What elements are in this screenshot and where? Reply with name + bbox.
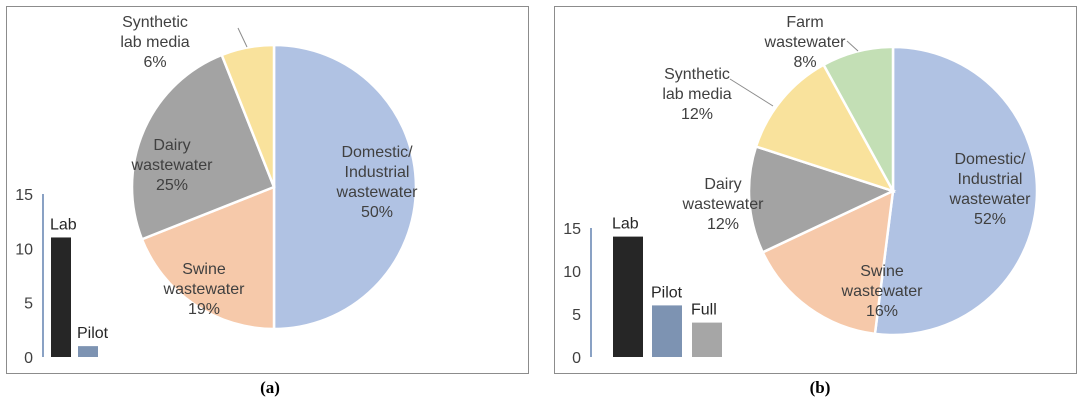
pie-label-line: wastewater xyxy=(682,196,765,213)
pie-label-line: wastewater xyxy=(336,184,419,201)
pie-label-line: 52% xyxy=(974,211,1006,228)
pie-label-line: Farm xyxy=(786,14,823,31)
panel-b: Domestic/Industrial wastewater 52% Swine was… xyxy=(554,6,1077,374)
pie-label-swine-wastewater: Swine wastewater 16% xyxy=(841,263,924,320)
pie-label-line: 8% xyxy=(793,54,816,71)
pie-label-line: lab media xyxy=(662,86,731,103)
bar-y-tick-15: 15 xyxy=(15,187,33,204)
bar-label-pilot: Pilot xyxy=(77,325,109,342)
pie-label-line: wastewater xyxy=(764,34,847,51)
leader-line-farm-wastewater xyxy=(846,40,859,52)
panel-a: Domestic/Industrial wastewater 50% Swine was… xyxy=(6,6,529,374)
pie-label-synthetic-lab-media: Synthetic lab media 6% xyxy=(120,14,189,71)
bar-pilot xyxy=(78,346,98,357)
pie-label-line: wastewater xyxy=(949,191,1032,208)
pie-label-line: lab media xyxy=(120,34,189,51)
pie-label-line: Industrial xyxy=(345,164,410,181)
pie-slice-dairy-wastewater xyxy=(130,53,276,241)
bar-label-full: Full xyxy=(691,302,717,319)
pie-slice-swine-wastewater xyxy=(140,185,276,331)
pie-label-line: Synthetic xyxy=(664,66,730,83)
caption-b: (b) xyxy=(809,378,831,397)
pie-label-line: Synthetic xyxy=(122,14,188,31)
bar-label-lab: Lab xyxy=(612,216,639,233)
pie-label-farm-wastewater: Farm wastewater 8% xyxy=(764,14,847,71)
pie-label-line: 12% xyxy=(681,106,713,123)
pie-label-domestic-industrial-wastewater: Domestic/Industrial wastewater 50% xyxy=(336,144,419,221)
bar-y-tick-5: 5 xyxy=(24,296,33,313)
pie-label-line: wastewater xyxy=(841,283,924,300)
bar-lab xyxy=(613,236,643,357)
pie-label-line: 16% xyxy=(866,303,898,320)
pie-label-line: Industrial xyxy=(958,171,1023,188)
pie-label-line: 6% xyxy=(143,54,166,71)
pie-label-dairy-wastewater: Dairy wastewater 12% xyxy=(682,176,765,233)
pie-label-line: 25% xyxy=(156,177,188,194)
leader-line-synthetic-lab-media xyxy=(237,27,248,48)
pie-label-synthetic-lab-media: Synthetic lab media 12% xyxy=(662,66,731,123)
pie-label-line: Swine xyxy=(182,261,226,278)
pie-label-line: wastewater xyxy=(163,281,246,298)
bar-y-tick-10: 10 xyxy=(15,241,33,258)
bar-y-tick-0: 0 xyxy=(572,350,581,367)
bar-y-tick-15: 15 xyxy=(563,221,581,238)
bar-pilot xyxy=(652,305,682,357)
pie-slice-swine-wastewater xyxy=(761,188,895,336)
caption-a: (a) xyxy=(260,378,280,397)
pie-label-dairy-wastewater: Dairy wastewater 25% xyxy=(131,137,214,194)
pie-slice-synthetic-lab-media xyxy=(754,63,896,194)
pie-label-line: Dairy xyxy=(704,176,741,193)
pie-label-line: Domestic/ xyxy=(954,151,1026,168)
pie-label-line: 50% xyxy=(361,204,393,221)
pie-label-line: 12% xyxy=(707,216,739,233)
bar-y-tick-10: 10 xyxy=(563,264,581,281)
pie-label-line: Swine xyxy=(860,263,904,280)
pie-slice-domestic-industrial-wastewater xyxy=(873,45,1039,337)
pie-label-line: 19% xyxy=(188,301,220,318)
pie-slice-domestic-industrial-wastewater xyxy=(272,43,418,331)
bar-full xyxy=(692,322,722,357)
chart-b-svg: Domestic/Industrial wastewater 52% Swine was… xyxy=(563,14,1039,367)
pie-label-line: Dairy xyxy=(153,137,190,154)
pie-label-line: wastewater xyxy=(131,157,214,174)
chart-a-svg: Domestic/Industrial wastewater 50% Swine was… xyxy=(15,14,419,367)
pie-label-line: Domestic/ xyxy=(341,144,413,161)
pie-slice-farm-wastewater xyxy=(821,45,895,192)
pie-slice-dairy-wastewater xyxy=(747,144,897,254)
bar-label-pilot: Pilot xyxy=(651,284,683,301)
pie-label-domestic-industrial-wastewater: Domestic/Industrial wastewater 52% xyxy=(949,151,1032,228)
bar-y-tick-5: 5 xyxy=(572,307,581,324)
bar-lab xyxy=(51,237,71,357)
pie-label-swine-wastewater: Swine wastewater 19% xyxy=(163,261,246,318)
leader-line-synthetic-lab-media xyxy=(729,78,774,107)
bar-y-tick-0: 0 xyxy=(24,350,33,367)
pie-slice-synthetic-lab-media xyxy=(220,43,276,188)
bar-label-lab: Lab xyxy=(50,216,77,233)
